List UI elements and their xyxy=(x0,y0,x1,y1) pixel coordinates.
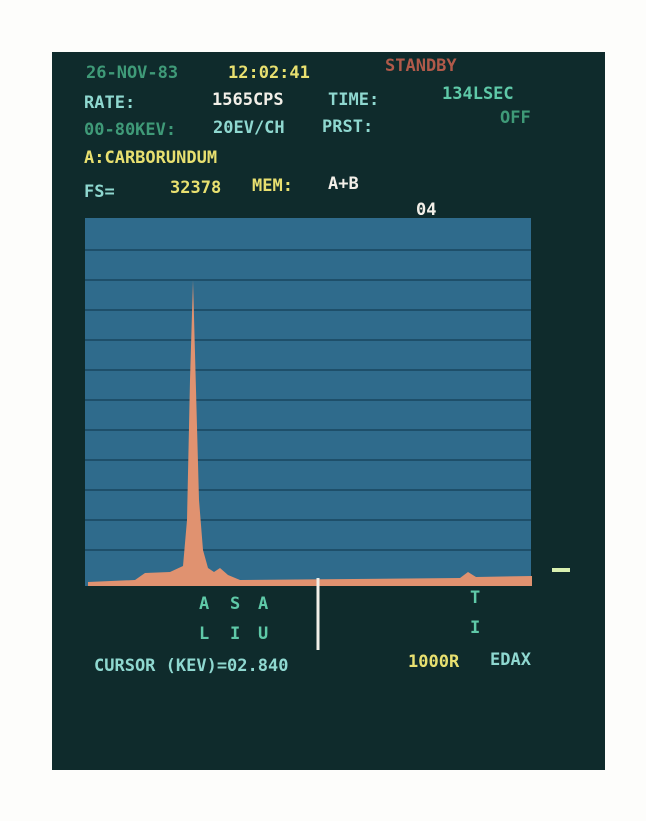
rate-value: 1565CPS xyxy=(212,90,284,110)
element-label: T xyxy=(470,588,480,608)
element-label: L xyxy=(199,624,209,644)
plot-area xyxy=(85,218,531,586)
rate-label: RATE: xyxy=(84,93,135,113)
range-label: 00-80KEV: xyxy=(84,120,176,140)
fs-label: FS= xyxy=(84,182,115,202)
fs-value: 32378 xyxy=(170,178,221,198)
element-label: A xyxy=(258,594,268,614)
element-label: A xyxy=(199,594,209,614)
time-value: 134LSEC xyxy=(442,84,514,104)
range-scale: 20EV/CH xyxy=(213,118,285,138)
brand: EDAX xyxy=(490,650,532,670)
mem-value: A+B xyxy=(328,174,359,194)
clock: 12:02:41 xyxy=(228,63,310,83)
vertical-scale: 1000R xyxy=(408,652,460,672)
preset-label: PRST: xyxy=(322,117,373,137)
mem-label: MEM: xyxy=(252,176,293,196)
element-label: S xyxy=(230,594,240,614)
element-label: U xyxy=(258,624,268,644)
element-label: I xyxy=(230,624,240,644)
cursor-readout: CURSOR (KEV)=02.840 xyxy=(94,656,288,676)
element-label: I xyxy=(470,618,480,638)
level-marker xyxy=(552,568,570,572)
screen-photo: 26-NOV-83 12:02:41 STANDBY RATE: 1565CPS… xyxy=(0,0,646,821)
preset-value: OFF xyxy=(500,108,531,128)
sample-name: A:CARBORUNDUM xyxy=(84,148,217,168)
channel-marker: 04 xyxy=(416,200,436,220)
date: 26-NOV-83 xyxy=(86,63,178,83)
time-label: TIME: xyxy=(328,90,379,110)
mode: STANDBY xyxy=(385,56,457,76)
